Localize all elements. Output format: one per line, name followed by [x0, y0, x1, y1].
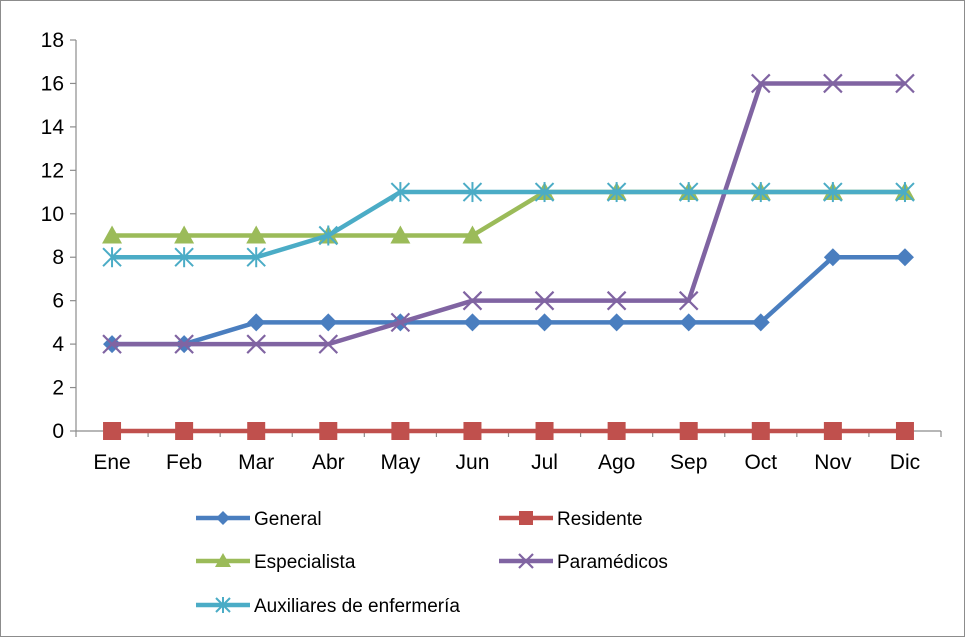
y-tick-label: 6	[52, 290, 64, 313]
y-tick-label: 18	[41, 29, 64, 52]
x-tick-label: Feb	[166, 451, 202, 474]
x-tick-label: Sep	[670, 451, 707, 474]
x-tick-label: Nov	[814, 451, 852, 474]
y-tick-label: 16	[41, 72, 64, 95]
x-tick-label: Jun	[456, 451, 490, 474]
data-point-residente	[679, 422, 698, 440]
data-point-auxiliares-de-enfermeria	[534, 182, 555, 203]
axes: 0 2 4 6 8 10 12 14 16 18 Ene Feb Mar Abr May Jun Jul Ago S…	[41, 29, 942, 474]
data-point-paramedicos	[246, 334, 266, 354]
data-point-paramedicos	[823, 73, 843, 94]
data-point-residente	[895, 422, 914, 440]
legend-label: Residente	[557, 509, 643, 530]
data-point-residente	[535, 422, 554, 440]
x-tick-label: Ene	[93, 451, 130, 474]
data-point-auxiliares-de-enfermeria	[102, 247, 122, 268]
y-tick-label: 12	[41, 159, 64, 182]
data-point-general	[679, 313, 698, 332]
data-point-residente	[751, 422, 770, 440]
data-point-general	[319, 313, 338, 332]
data-point-residente	[823, 422, 842, 440]
y-tick-label: 2	[52, 377, 64, 400]
data-point-residente	[607, 422, 626, 440]
data-point-auxiliares-de-enfermeria	[318, 225, 338, 246]
data-point-general	[895, 248, 914, 267]
data-point-paramedicos	[895, 73, 915, 94]
data-point-paramedicos	[606, 290, 627, 311]
data-point-auxiliares-de-enfermeria	[751, 182, 771, 203]
data-point-auxiliares-de-enfermeria	[823, 182, 843, 203]
data-point-paramedicos	[102, 334, 122, 354]
x-tick-label: Dic	[890, 451, 920, 474]
legend-item-paramedicos: Paramédicos	[499, 552, 668, 573]
legend-marker	[215, 597, 231, 613]
x-tick-label: Oct	[744, 451, 777, 474]
data-point-residente	[319, 422, 338, 440]
legend-item-residente: Residente	[499, 509, 643, 530]
data-point-paramedicos	[174, 334, 194, 354]
data-point-auxiliares-de-enfermeria	[390, 182, 411, 203]
y-tick-label: 4	[52, 333, 64, 356]
data-point-auxiliares-de-enfermeria	[174, 247, 194, 268]
data-point-paramedicos	[462, 290, 483, 311]
data-point-paramedicos	[678, 290, 699, 311]
data-point-paramedicos	[390, 312, 411, 333]
data-point-general	[247, 313, 266, 332]
y-tick-label: 0	[52, 420, 64, 443]
x-tick-label: Jul	[531, 451, 558, 474]
data-point-auxiliares-de-enfermeria	[606, 182, 627, 203]
legend-marker	[215, 553, 231, 567]
x-tick-label: Abr	[312, 451, 345, 474]
legend-marker	[216, 511, 230, 525]
x-tick-label: May	[381, 451, 421, 474]
data-point-paramedicos	[751, 73, 771, 94]
x-tick-label: Mar	[238, 451, 274, 474]
legend-label: Auxiliares de enfermería	[254, 596, 460, 617]
y-tick-label: 14	[41, 116, 65, 139]
data-point-residente	[391, 422, 410, 440]
y-tick-label: 10	[41, 203, 64, 226]
series-line-especialista	[112, 189, 905, 238]
data-point-residente	[247, 422, 266, 440]
series-line-auxiliares-de-enfermeria	[112, 189, 905, 260]
data-point-auxiliares-de-enfermeria	[679, 182, 699, 203]
series-line-paramedicos	[112, 81, 905, 347]
legend-item-auxiliares-de-enfermeria: Auxiliares de enfermería	[196, 596, 460, 617]
legend-marker	[519, 511, 533, 525]
legend-marker	[518, 553, 534, 569]
legend-label: Paramédicos	[557, 552, 668, 573]
y-tick-label: 8	[52, 246, 64, 269]
data-point-general	[823, 248, 842, 267]
x-tick-label: Ago	[598, 451, 635, 474]
data-point-auxiliares-de-enfermeria	[895, 182, 915, 203]
data-point-general	[607, 313, 626, 332]
series-line-general	[112, 254, 905, 347]
legend-label: General	[254, 509, 322, 530]
data-point-especialista	[246, 225, 267, 244]
data-point-especialista	[174, 225, 195, 244]
data-point-general	[463, 313, 482, 332]
data-point-residente	[175, 422, 194, 440]
data-point-paramedicos	[534, 290, 555, 311]
data-point-general	[535, 313, 554, 332]
data-point-residente	[103, 422, 122, 440]
data-point-residente	[463, 422, 482, 440]
legend-item-especialista: Especialista	[196, 552, 356, 573]
legend: General Residente Especialista Paramédicos A…	[196, 509, 668, 617]
legend-item-general: General	[196, 509, 322, 530]
data-point-especialista	[102, 225, 123, 244]
data-point-auxiliares-de-enfermeria	[462, 182, 483, 203]
data-point-especialista	[462, 225, 483, 244]
legend-label: Especialista	[254, 552, 356, 573]
series-layer	[102, 73, 915, 440]
data-point-especialista	[390, 225, 411, 244]
data-point-general	[751, 313, 770, 332]
data-point-auxiliares-de-enfermeria	[246, 247, 266, 268]
data-point-paramedicos	[318, 334, 339, 354]
